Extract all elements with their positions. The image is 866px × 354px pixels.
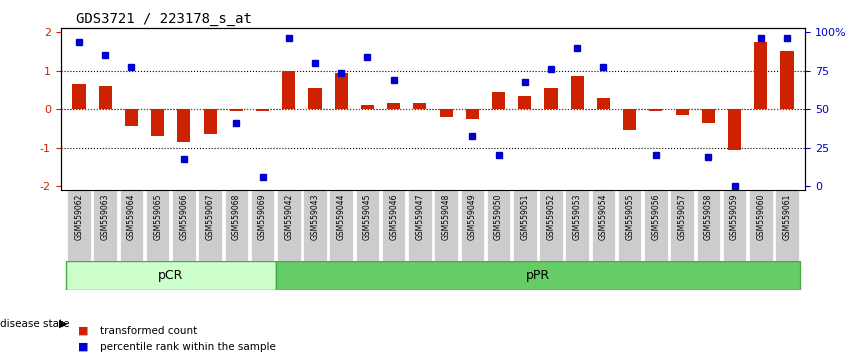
Bar [754,42,767,109]
Bar [650,109,662,111]
Text: GSM559051: GSM559051 [520,194,529,240]
Bar [571,76,584,109]
Text: GSM559055: GSM559055 [625,194,634,240]
FancyBboxPatch shape [749,190,772,261]
Text: ■: ■ [78,342,88,352]
Text: GSM559042: GSM559042 [284,194,294,240]
Text: transformed count: transformed count [100,326,197,336]
FancyBboxPatch shape [303,190,326,261]
FancyBboxPatch shape [172,190,196,261]
Bar [387,103,400,109]
Bar [545,88,558,109]
Text: pPR: pPR [526,269,550,282]
Text: GSM559066: GSM559066 [179,194,189,240]
Bar [675,109,688,115]
Text: GSM559045: GSM559045 [363,194,372,240]
Bar [99,86,112,109]
FancyBboxPatch shape [251,190,275,261]
FancyBboxPatch shape [487,190,510,261]
Text: GSM559044: GSM559044 [337,194,346,240]
Bar [256,109,269,111]
Text: GSM559064: GSM559064 [127,194,136,240]
Text: ■: ■ [78,326,88,336]
Bar [701,109,715,122]
Bar [229,109,242,111]
FancyBboxPatch shape [382,190,405,261]
FancyBboxPatch shape [224,190,249,261]
Text: GSM559050: GSM559050 [494,194,503,240]
Text: GSM559054: GSM559054 [599,194,608,240]
FancyBboxPatch shape [723,190,746,261]
FancyBboxPatch shape [68,190,91,261]
FancyBboxPatch shape [408,190,431,261]
Bar [204,109,216,134]
Text: GSM559049: GSM559049 [468,194,477,240]
FancyBboxPatch shape [565,190,589,261]
Text: GSM559063: GSM559063 [100,194,110,240]
FancyBboxPatch shape [540,190,563,261]
Bar [518,96,532,109]
Bar [178,109,191,142]
Text: GSM559047: GSM559047 [416,194,424,240]
Bar [492,92,505,109]
Bar [780,51,793,109]
FancyBboxPatch shape [696,190,721,261]
FancyBboxPatch shape [198,190,222,261]
Text: GSM559062: GSM559062 [74,194,83,240]
Bar [728,109,741,150]
FancyBboxPatch shape [644,190,668,261]
Bar [361,105,374,109]
FancyBboxPatch shape [461,190,484,261]
Bar [466,109,479,119]
FancyBboxPatch shape [120,190,143,261]
FancyBboxPatch shape [435,190,458,261]
Text: GSM559056: GSM559056 [651,194,661,240]
Bar [308,88,321,109]
Bar [73,84,86,109]
FancyBboxPatch shape [145,190,170,261]
Text: GSM559043: GSM559043 [311,194,320,240]
Text: GSM559061: GSM559061 [783,194,792,240]
FancyBboxPatch shape [513,190,537,261]
FancyBboxPatch shape [775,190,798,261]
Bar [334,73,348,109]
FancyBboxPatch shape [617,190,642,261]
Text: GSM559067: GSM559067 [205,194,215,240]
Text: GSM559065: GSM559065 [153,194,162,240]
Text: GSM559046: GSM559046 [389,194,398,240]
Text: GSM559059: GSM559059 [730,194,739,240]
Bar [597,98,610,109]
FancyBboxPatch shape [94,190,117,261]
Text: percentile rank within the sample: percentile rank within the sample [100,342,275,352]
Text: GSM559057: GSM559057 [677,194,687,240]
Text: GSM559052: GSM559052 [546,194,555,240]
Text: GSM559058: GSM559058 [704,194,713,240]
Bar [282,71,295,109]
Text: GSM559053: GSM559053 [572,194,582,240]
FancyBboxPatch shape [277,190,301,261]
FancyBboxPatch shape [670,190,694,261]
Text: disease state: disease state [0,319,69,329]
Text: GDS3721 / 223178_s_at: GDS3721 / 223178_s_at [75,12,251,26]
FancyBboxPatch shape [329,190,353,261]
Text: ▶: ▶ [59,319,68,329]
Bar [151,109,165,136]
Bar [125,109,138,126]
Bar [440,109,453,117]
FancyBboxPatch shape [356,190,379,261]
Text: GSM559060: GSM559060 [756,194,766,240]
Text: GSM559048: GSM559048 [442,194,450,240]
Text: GSM559069: GSM559069 [258,194,267,240]
FancyBboxPatch shape [591,190,615,261]
Text: pCR: pCR [158,269,184,282]
Text: GSM559068: GSM559068 [232,194,241,240]
FancyBboxPatch shape [66,261,275,290]
Bar [413,103,426,109]
FancyBboxPatch shape [275,261,800,290]
Bar [624,109,637,130]
